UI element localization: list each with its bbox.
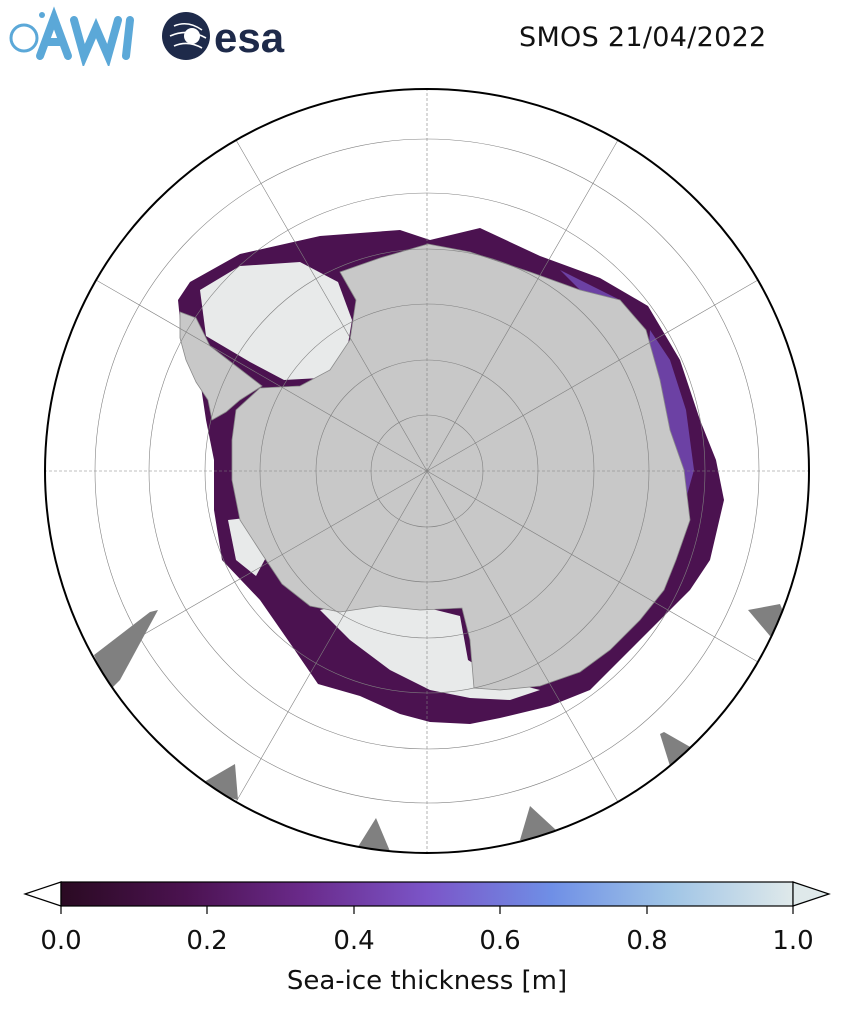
colorbar-label: Sea-ice thickness [m] (286, 966, 568, 996)
colorbar-high-extend (792, 881, 831, 907)
antarctica (231, 243, 691, 691)
esa-logo: esa (162, 12, 285, 61)
map-title: SMOS 21/04/2022 (519, 22, 767, 53)
colorbar (23, 881, 831, 914)
colorbar-tick-label: 0.2 (186, 926, 228, 956)
esa-wordmark: esa (214, 14, 285, 61)
colorbar-tick-label: 0.4 (333, 926, 375, 956)
awi-logo (9, 6, 134, 66)
colorbar-low-extend (23, 881, 62, 907)
colorbar-tick-label: 0.6 (479, 926, 521, 956)
globe-outline (44, 88, 810, 854)
colorbar-tick-label: 0.8 (626, 926, 668, 956)
colorbar-gradient (60, 881, 794, 907)
logos: esa (9, 6, 285, 66)
colorbar-tick-label: 0.0 (40, 926, 82, 956)
colorbar-ticks (60, 906, 794, 914)
colorbar-tick-label: 1.0 (772, 926, 814, 956)
meridians (45, 89, 809, 853)
